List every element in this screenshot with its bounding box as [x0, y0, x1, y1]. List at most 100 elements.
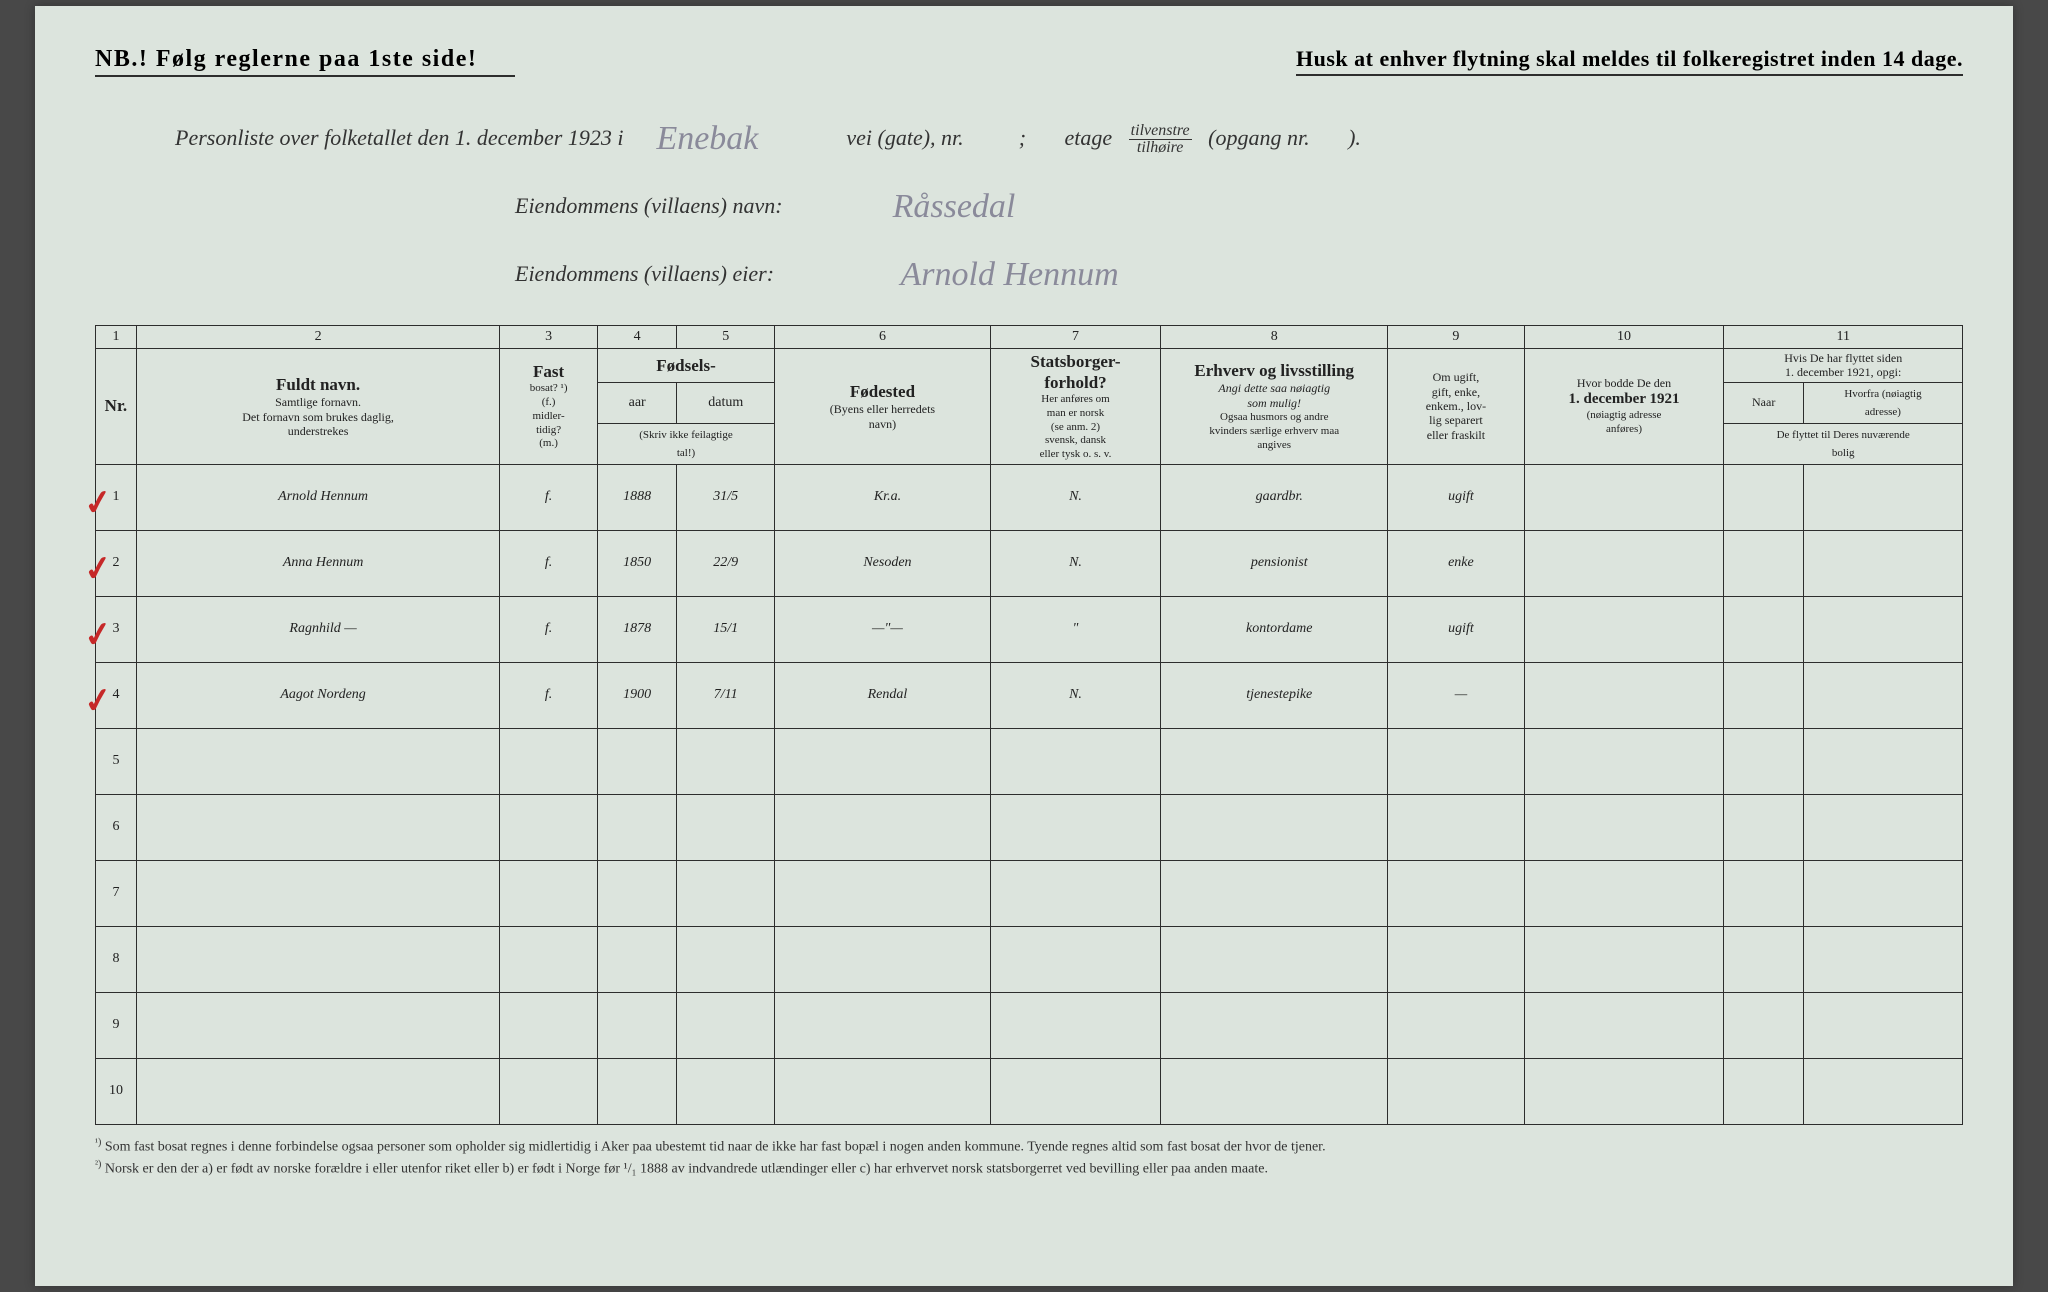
- header-lines: Personliste over folketallet den 1. dece…: [175, 101, 1963, 305]
- h1-street-hw: Enebak: [656, 120, 758, 157]
- header-line-1: Personliste over folketallet den 1. dece…: [175, 101, 1963, 169]
- coln-10: 10: [1524, 326, 1724, 349]
- cell-civ: enke: [1388, 530, 1524, 596]
- cell-civ: —: [1388, 662, 1524, 728]
- nb-notice: NB.! Følg reglerne paa 1ste side!: [95, 46, 515, 75]
- cell-stat: N.: [990, 464, 1160, 530]
- table-body: ✓1 Arnold Hennum f. 1888 31/5 Kr.a. N. g…: [96, 464, 1963, 1124]
- cell-aar: 1850: [597, 530, 676, 596]
- hdr-fodsels: Fødsels-: [597, 348, 774, 383]
- cell-aar: 1900: [597, 662, 676, 728]
- red-tick-icon: ✓: [81, 481, 115, 525]
- table-row-empty: 10: [96, 1058, 1963, 1124]
- red-tick-icon: ✓: [81, 679, 115, 723]
- red-tick-icon: ✓: [81, 547, 115, 591]
- h3-label: Eiendommens (villaens) eier:: [515, 261, 774, 286]
- cell-aar: 1888: [597, 464, 676, 530]
- h1-mid: vei (gate), nr.: [846, 125, 963, 150]
- coln-2: 2: [136, 326, 499, 349]
- cell-hvorfra: [1803, 530, 1962, 596]
- cell-stat: N.: [990, 530, 1160, 596]
- h1-frac: tilvenstre tilhøire: [1129, 123, 1192, 156]
- husk-underline: [1296, 74, 1963, 76]
- coln-5: 5: [677, 326, 775, 349]
- h2-label: Eiendommens (villaens) navn:: [515, 193, 783, 218]
- h3-hw: Arnold Hennum: [901, 256, 1119, 293]
- table-row: ✓3 Ragnhild — f. 1878 15/1 —"— " kontord…: [96, 596, 1963, 662]
- table-row: ✓2 Anna Hennum f. 1850 22/9 Nesoden N. p…: [96, 530, 1963, 596]
- rownum: ✓1: [96, 464, 137, 530]
- cell-hvorfra: [1803, 596, 1962, 662]
- cell-bodde: [1524, 596, 1724, 662]
- hdr-statsborger: Statsborger- forhold? Her anføres om man…: [990, 348, 1160, 464]
- header-row-1: Nr. Fuldt navn. Samtlige fornavn. Det fo…: [96, 348, 1963, 383]
- cell-dat: 31/5: [677, 464, 775, 530]
- cell-bodde: [1524, 662, 1724, 728]
- coln-11: 11: [1724, 326, 1963, 349]
- table-row: ✓4 Aagot Nordeng f. 1900 7/11 Rendal N. …: [96, 662, 1963, 728]
- h1-etage: etage: [1065, 125, 1113, 150]
- cell-erhv: tjenestepike: [1161, 662, 1388, 728]
- cell-aar: 1878: [597, 596, 676, 662]
- cell-name: Anna Hennum: [136, 530, 499, 596]
- top-notices: NB.! Følg reglerne paa 1ste side! Husk a…: [95, 46, 1963, 95]
- header-line-2: Eiendommens (villaens) navn: Råssedal: [515, 169, 1963, 237]
- table-row: ✓1 Arnold Hennum f. 1888 31/5 Kr.a. N. g…: [96, 464, 1963, 530]
- rownum: ✓4: [96, 662, 137, 728]
- red-tick-icon: ✓: [81, 613, 115, 657]
- table-row-empty: 6: [96, 794, 1963, 860]
- table-row-empty: 8: [96, 926, 1963, 992]
- cell-name: Aagot Nordeng: [136, 662, 499, 728]
- h1-paren: ).: [1348, 125, 1361, 150]
- footnote-2: ²) Norsk er den der a) er født av norske…: [95, 1157, 1963, 1180]
- f2-text: Norsk er den der a) er født av norske fo…: [105, 1162, 1268, 1177]
- hdr-hvorfra: Hvorfra (nøiagtig adresse): [1803, 383, 1962, 424]
- table-row-empty: 5: [96, 728, 1963, 794]
- f1-text: Som fast bosat regnes i denne forbindels…: [105, 1139, 1326, 1154]
- hdr-fodested: Fødested (Byens eller herredets navn): [775, 348, 991, 464]
- rownum: 5: [96, 728, 137, 794]
- hdr-datum: datum: [677, 383, 775, 424]
- cell-naar: [1724, 596, 1803, 662]
- cell-name: Ragnhild —: [136, 596, 499, 662]
- cell-erhv: pensionist: [1161, 530, 1388, 596]
- cell-erhv: kontordame: [1161, 596, 1388, 662]
- rownum: 9: [96, 992, 137, 1058]
- colnum-row: 1 2 3 4 5 6 7 8 9 10 11: [96, 326, 1963, 349]
- cell-fast: f.: [500, 464, 598, 530]
- cell-naar: [1724, 464, 1803, 530]
- rownum: ✓3: [96, 596, 137, 662]
- coln-7: 7: [990, 326, 1160, 349]
- hdr-flyttet-top: Hvis De har flyttet siden 1. december 19…: [1724, 348, 1963, 383]
- hdr-nr: Nr.: [96, 348, 137, 464]
- nb-block: NB.! Følg reglerne paa 1ste side!: [95, 46, 515, 95]
- cell-dat: 7/11: [677, 662, 775, 728]
- hdr-aar: aar: [597, 383, 676, 424]
- cell-bodde: [1524, 464, 1724, 530]
- rownum: 10: [96, 1058, 137, 1124]
- f2-sup: ²): [95, 1159, 101, 1170]
- cell-dat: 22/9: [677, 530, 775, 596]
- h2-hw: Råssedal: [893, 188, 1016, 225]
- f1-sup: ¹): [95, 1137, 101, 1148]
- h1-opgang: (opgang nr.: [1208, 125, 1309, 150]
- cell-fast: f.: [500, 530, 598, 596]
- hdr-aar-sub: (Skriv ikke feilagtige tal!): [597, 423, 774, 464]
- cell-stat: N.: [990, 662, 1160, 728]
- cell-sted: Kr.a.: [775, 464, 991, 530]
- h1-sep: ;: [1019, 125, 1026, 150]
- cell-fast: f.: [500, 596, 598, 662]
- frac-top: tilvenstre: [1129, 123, 1192, 140]
- hdr-fuldtnavn: Fuldt navn. Samtlige fornavn. Det fornav…: [136, 348, 499, 464]
- husk-notice: Husk at enhver flytning skal meldes til …: [1296, 46, 1963, 72]
- cell-sted: —"—: [775, 596, 991, 662]
- rownum: 7: [96, 860, 137, 926]
- table-head: 1 2 3 4 5 6 7 8 9 10 11 Nr. Fuldt navn. …: [96, 326, 1963, 465]
- coln-3: 3: [500, 326, 598, 349]
- hdr-naar: Naar: [1724, 383, 1803, 424]
- nb-underline: [95, 75, 515, 77]
- hdr-flyttet-bot: De flyttet til Deres nuværende bolig: [1724, 423, 1963, 464]
- cell-name: Arnold Hennum: [136, 464, 499, 530]
- cell-hvorfra: [1803, 464, 1962, 530]
- coln-9: 9: [1388, 326, 1524, 349]
